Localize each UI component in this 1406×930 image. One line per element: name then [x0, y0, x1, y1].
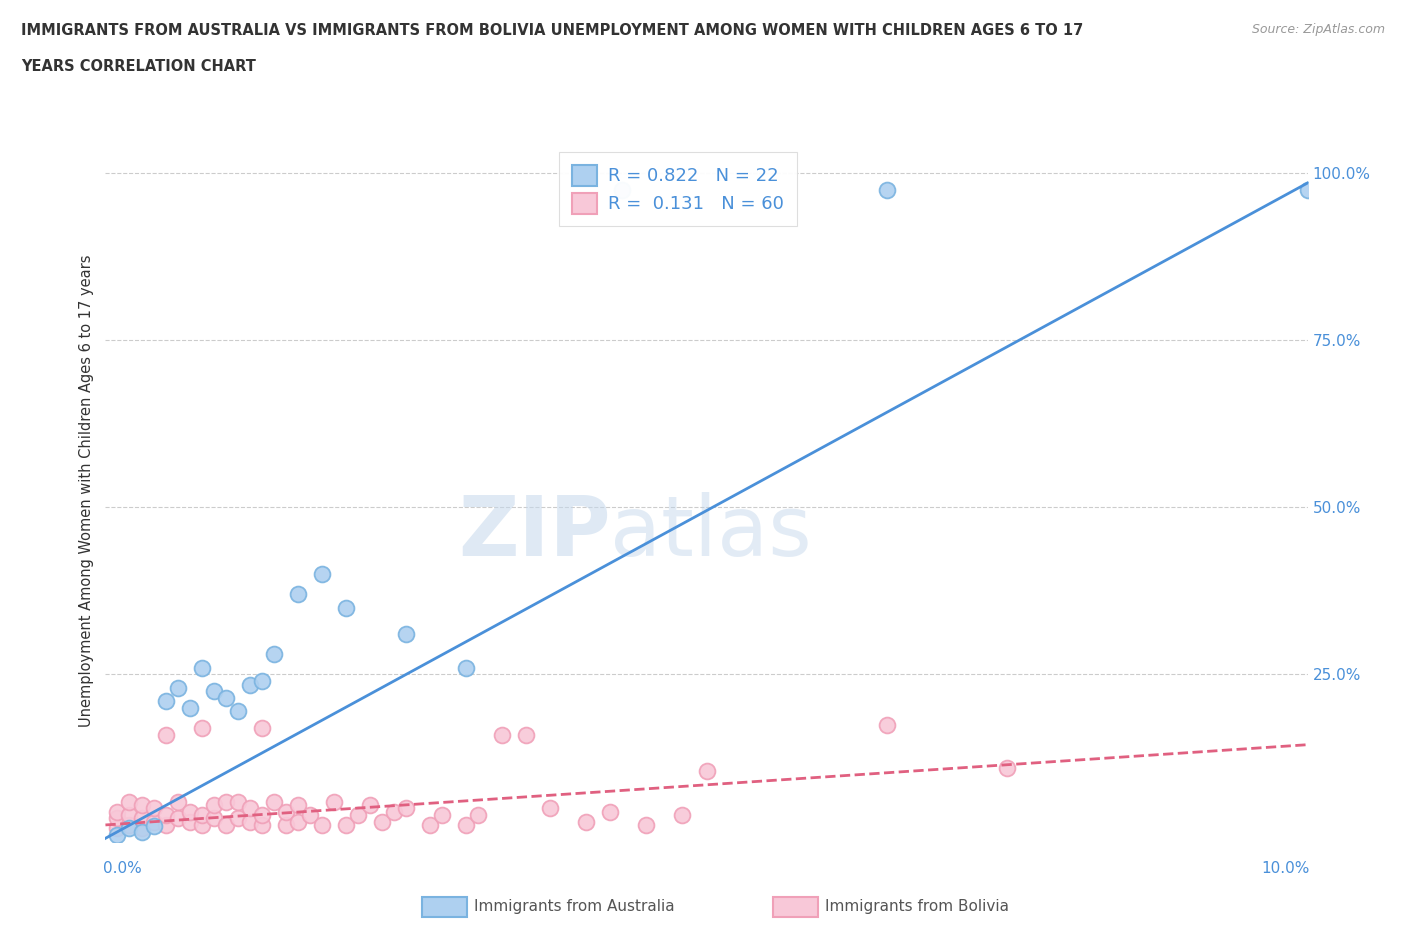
Text: 0.0%: 0.0% [103, 861, 142, 876]
Point [467, 807, 489, 822]
Point [636, 817, 658, 832]
Point [250, 817, 273, 832]
Point [179, 804, 201, 819]
Point [166, 811, 188, 826]
Point [190, 807, 212, 822]
Point [287, 814, 309, 829]
Point [226, 794, 249, 809]
Point [190, 660, 212, 675]
Text: atlas: atlas [610, 492, 813, 573]
Point [155, 817, 177, 832]
Point [226, 704, 249, 719]
Point [239, 801, 262, 816]
Point [250, 673, 273, 688]
Point [311, 817, 333, 832]
Point [612, 182, 634, 197]
Point [1296, 182, 1319, 197]
Point [214, 817, 236, 832]
Point [287, 587, 309, 602]
Text: 10.0%: 10.0% [1261, 861, 1310, 876]
Point [250, 807, 273, 822]
Point [395, 627, 418, 642]
Point [131, 824, 153, 839]
Point [454, 660, 477, 675]
Point [995, 761, 1018, 776]
Point [876, 182, 898, 197]
Point [118, 821, 141, 836]
Point [226, 811, 249, 826]
Point [107, 828, 129, 843]
Point [263, 647, 285, 662]
Point [430, 807, 453, 822]
Text: ZIP: ZIP [458, 492, 610, 573]
Point [142, 814, 165, 829]
Text: IMMIGRANTS FROM AUSTRALIA VS IMMIGRANTS FROM BOLIVIA UNEMPLOYMENT AMONG WOMEN WI: IMMIGRANTS FROM AUSTRALIA VS IMMIGRANTS … [21, 23, 1084, 38]
Point [190, 817, 212, 832]
Point [190, 721, 212, 736]
Point [322, 794, 344, 809]
Text: Source: ZipAtlas.com: Source: ZipAtlas.com [1251, 23, 1385, 36]
Legend: R = 0.822   N = 22, R =  0.131   N = 60: R = 0.822 N = 22, R = 0.131 N = 60 [560, 152, 797, 226]
Point [419, 817, 441, 832]
Point [107, 821, 129, 836]
Point [263, 794, 285, 809]
Point [347, 807, 370, 822]
Point [142, 801, 165, 816]
Point [311, 566, 333, 581]
Point [131, 797, 153, 812]
Point [107, 811, 129, 826]
Point [274, 804, 297, 819]
Point [202, 797, 225, 812]
Point [876, 717, 898, 732]
Point [298, 807, 321, 822]
Text: Immigrants from Bolivia: Immigrants from Bolivia [825, 899, 1010, 914]
Point [382, 804, 405, 819]
Point [515, 727, 537, 742]
Point [118, 807, 141, 822]
Point [107, 804, 129, 819]
Point [696, 764, 718, 779]
Point [155, 727, 177, 742]
Point [166, 794, 188, 809]
Point [491, 727, 513, 742]
Point [287, 797, 309, 812]
Point [131, 821, 153, 836]
Point [671, 807, 693, 822]
Point [118, 794, 141, 809]
Point [538, 801, 561, 816]
Point [454, 817, 477, 832]
Point [359, 797, 381, 812]
Point [575, 814, 598, 829]
Point [179, 700, 201, 715]
Point [142, 818, 165, 833]
Point [599, 804, 621, 819]
Point [179, 814, 201, 829]
Text: Immigrants from Australia: Immigrants from Australia [474, 899, 675, 914]
Point [395, 801, 418, 816]
Point [202, 811, 225, 826]
Point [202, 684, 225, 698]
Point [274, 817, 297, 832]
Point [214, 690, 236, 705]
Point [335, 600, 357, 615]
Point [371, 814, 394, 829]
Point [239, 677, 262, 692]
Point [155, 807, 177, 822]
Point [118, 817, 141, 832]
Point [335, 817, 357, 832]
Point [166, 681, 188, 696]
Point [214, 794, 236, 809]
Point [131, 811, 153, 826]
Point [155, 694, 177, 709]
Point [250, 721, 273, 736]
Text: YEARS CORRELATION CHART: YEARS CORRELATION CHART [21, 59, 256, 73]
Y-axis label: Unemployment Among Women with Children Ages 6 to 17 years: Unemployment Among Women with Children A… [79, 254, 94, 727]
Point [239, 814, 262, 829]
